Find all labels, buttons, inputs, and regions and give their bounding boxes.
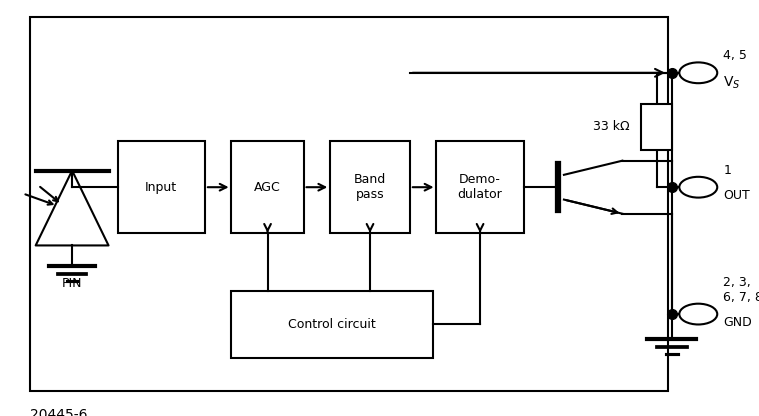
Text: OUT: OUT [723, 189, 750, 202]
Text: PIN: PIN [61, 277, 83, 290]
Bar [231, 291, 433, 358]
Circle shape [679, 177, 717, 198]
Text: GND: GND [723, 316, 752, 329]
Bar [436, 141, 524, 233]
Bar [330, 141, 410, 233]
Text: Band
pass: Band pass [354, 173, 386, 201]
Bar [30, 17, 668, 391]
Circle shape [679, 304, 717, 324]
Text: Demo-
dulator: Demo- dulator [458, 173, 502, 201]
Text: 1: 1 [723, 164, 731, 177]
Circle shape [679, 62, 717, 83]
Text: AGC: AGC [254, 181, 281, 194]
Bar [118, 141, 205, 233]
Text: Input: Input [145, 181, 178, 194]
Text: 4, 5: 4, 5 [723, 50, 747, 62]
Text: 2, 3,
6, 7, 8: 2, 3, 6, 7, 8 [723, 276, 759, 304]
Bar [641, 104, 672, 150]
Text: Control circuit: Control circuit [288, 318, 376, 331]
Text: 20445-6: 20445-6 [30, 408, 88, 416]
Text: 33 kΩ: 33 kΩ [593, 120, 629, 134]
Bar [231, 141, 304, 233]
Text: V$_S$: V$_S$ [723, 75, 741, 91]
